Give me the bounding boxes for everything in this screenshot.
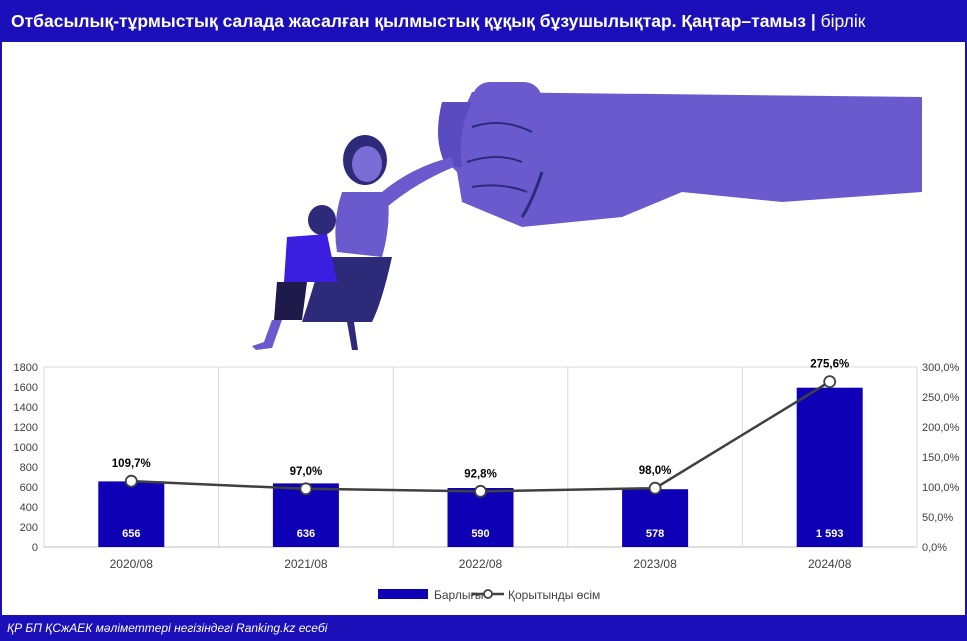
x-tick-label: 2023/08: [633, 557, 677, 571]
right-tick-label: 50,0%: [922, 512, 953, 524]
x-tick-label: 2020/08: [110, 557, 154, 571]
growth-value-label: 109,7%: [112, 458, 151, 470]
left-tick-label: 1000: [14, 442, 38, 454]
left-tick-label: 600: [20, 482, 38, 494]
right-tick-label: 250,0%: [922, 392, 960, 404]
growth-value-label: 92,8%: [464, 468, 497, 480]
legend: Барлығы Қорытынды өсім: [378, 588, 600, 602]
source-note: ҚР БП ҚСжАЕК мәліметтері негізіндегі Ran…: [7, 621, 328, 635]
right-tick-label: 100,0%: [922, 482, 960, 494]
left-axis: 0 200 400 600 800 1000 1200 1400 1600 1800: [14, 362, 38, 554]
left-tick-label: 1400: [14, 402, 38, 414]
combo-chart: 0 200 400 600 800 1000 1200 1400 1600 1800 0,0% 50…: [14, 359, 960, 602]
legend-label: Барлығы: [434, 588, 483, 602]
left-tick-label: 0: [32, 542, 38, 554]
left-tick-label: 400: [20, 502, 38, 514]
unit-label: бірлік: [820, 11, 866, 31]
growth-point: [823, 375, 837, 389]
left-tick-label: 800: [20, 462, 38, 474]
right-tick-label: 0,0%: [922, 542, 947, 554]
left-tick-label: 200: [20, 522, 38, 534]
left-tick-label: 1200: [14, 422, 38, 434]
bar-value-label: 590: [471, 528, 489, 540]
growth-value-label: 98,0%: [639, 465, 672, 477]
bar-value-label: 1 593: [816, 528, 844, 540]
growth-point: [124, 474, 138, 488]
illustration: [252, 82, 922, 350]
bar: [796, 387, 863, 547]
title-separator: |: [806, 11, 821, 31]
fist-icon: [438, 82, 922, 227]
left-tick-label: 1800: [14, 362, 38, 374]
bar-value-label: 636: [297, 528, 315, 540]
page-title: Отбасылық-тұрмыстық салада жасалған қылм…: [11, 11, 807, 31]
bar-series: 656 636 590 578 1 593: [98, 387, 863, 547]
right-tick-label: 150,0%: [922, 452, 960, 464]
bar: [447, 488, 514, 547]
right-axis: 0,0% 50,0% 100,0% 150,0% 200,0% 250,0% 300,0%: [922, 362, 960, 554]
x-tick-label: 2024/08: [808, 557, 852, 571]
bar: [98, 481, 165, 547]
legend-swatch-marker: [483, 589, 493, 599]
bar-value-label: 578: [646, 528, 664, 540]
growth-point: [648, 481, 662, 495]
growth-point: [299, 482, 313, 496]
header-bar: Отбасылық-тұрмыстық салада жасалған қылм…: [2, 0, 965, 42]
x-tick-label: 2021/08: [284, 557, 328, 571]
line-series: 109,7% 97,0% 92,8% 98,0% 275,6%: [112, 359, 849, 498]
growth-point: [474, 484, 487, 498]
x-tick-label: 2022/08: [459, 557, 503, 571]
left-tick-label: 1600: [14, 382, 38, 394]
bar: [622, 489, 689, 547]
growth-value-label: 275,6%: [810, 359, 849, 371]
legend-swatch-bars: [378, 589, 428, 599]
right-tick-label: 300,0%: [922, 362, 960, 374]
bar-value-label: 656: [122, 528, 140, 540]
x-axis: 2020/08 2021/08 2022/08 2023/08 2024/08: [110, 557, 852, 571]
child-figure-icon: [252, 205, 337, 350]
right-tick-label: 200,0%: [922, 422, 960, 434]
growth-value-label: 97,0%: [290, 466, 323, 478]
legend-label: Қорытынды өсім: [508, 588, 600, 602]
footer-bar: ҚР БП ҚСжАЕК мәліметтері негізіндегі Ran…: [2, 615, 965, 641]
